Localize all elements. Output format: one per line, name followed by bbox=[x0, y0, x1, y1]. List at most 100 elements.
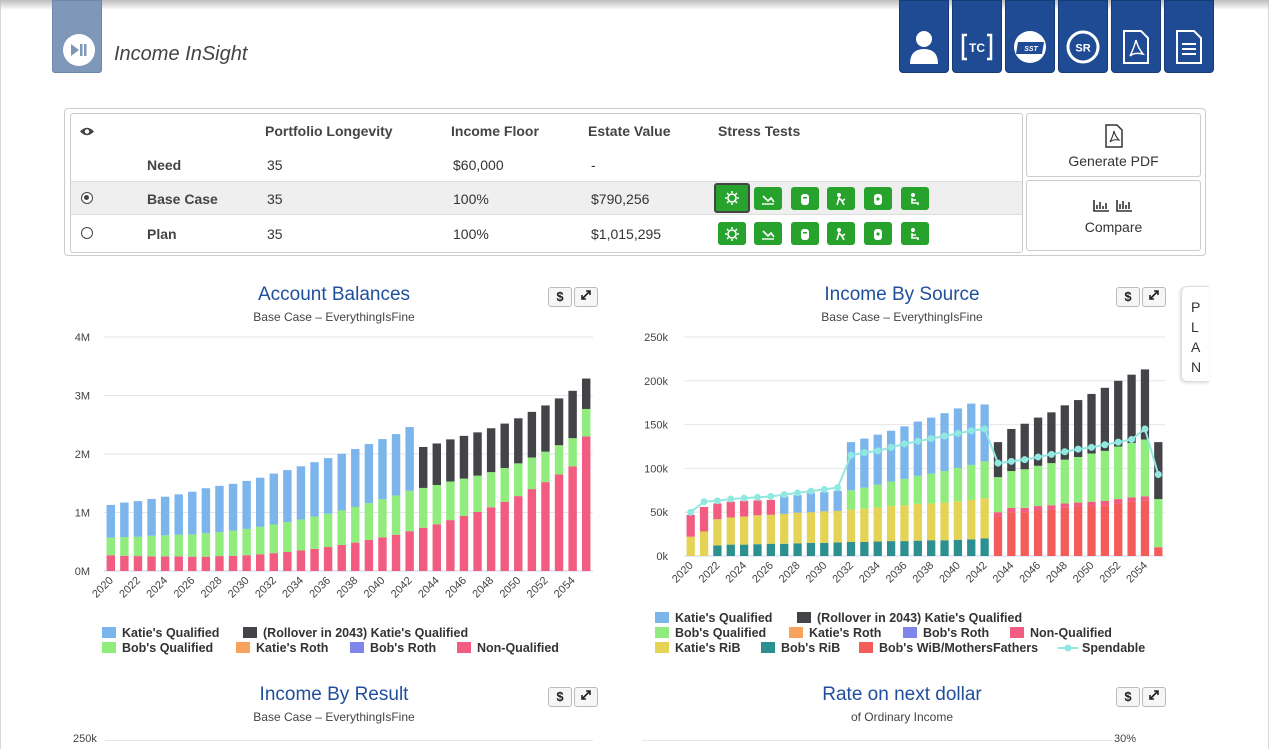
spendable-point[interactable] bbox=[874, 447, 882, 455]
bar-segment[interactable] bbox=[860, 508, 869, 542]
spendable-point[interactable] bbox=[887, 443, 895, 451]
spendable-point[interactable] bbox=[1047, 450, 1055, 458]
bar-segment[interactable] bbox=[1127, 374, 1136, 443]
bar-segment[interactable] bbox=[310, 516, 319, 549]
bar-segment[interactable] bbox=[527, 457, 537, 490]
bar-segment[interactable] bbox=[1140, 500, 1150, 556]
bar-segment[interactable] bbox=[255, 477, 265, 527]
generate-pdf-button[interactable]: Generate PDF bbox=[1026, 113, 1201, 177]
bar-segment[interactable] bbox=[833, 542, 842, 556]
bar-segment[interactable] bbox=[940, 471, 949, 503]
legend-item[interactable]: Non-Qualified bbox=[457, 641, 559, 655]
bar-segment[interactable] bbox=[967, 499, 976, 540]
bar-segment[interactable] bbox=[459, 516, 469, 571]
bar-segment[interactable] bbox=[927, 540, 936, 556]
bar-segment[interactable] bbox=[1114, 503, 1123, 556]
bar-segment[interactable] bbox=[833, 490, 842, 511]
bar-segment[interactable] bbox=[967, 539, 976, 556]
spendable-point[interactable] bbox=[927, 435, 935, 443]
bar-segment[interactable] bbox=[713, 503, 722, 520]
expand-button[interactable] bbox=[1142, 687, 1166, 707]
bar-segment[interactable] bbox=[215, 485, 224, 533]
bar-segment[interactable] bbox=[269, 473, 279, 525]
stress-test-early-death-spouse-1-button[interactable] bbox=[827, 222, 855, 245]
bar-segment[interactable] bbox=[980, 498, 989, 539]
stress-test-early-death-spouse-1-button[interactable] bbox=[827, 187, 855, 210]
bar-segment[interactable] bbox=[1047, 412, 1056, 464]
bar-segment[interactable] bbox=[473, 432, 482, 476]
bar-segment[interactable] bbox=[780, 543, 789, 556]
bar-segment[interactable] bbox=[527, 411, 537, 458]
bar-segment[interactable] bbox=[432, 524, 442, 571]
stress-test-long-term-care-button[interactable] bbox=[864, 222, 892, 245]
bar-segment[interactable] bbox=[753, 500, 762, 516]
bar-segment[interactable] bbox=[568, 466, 577, 571]
bar-segment[interactable] bbox=[351, 542, 360, 571]
bar-segment[interactable] bbox=[174, 534, 183, 557]
dollar-toggle-button[interactable]: $ bbox=[548, 687, 572, 707]
bar-segment[interactable] bbox=[967, 403, 976, 465]
bar-segment[interactable] bbox=[940, 413, 949, 472]
bar-segment[interactable] bbox=[459, 478, 469, 517]
bar-segment[interactable] bbox=[514, 463, 523, 497]
spendable-point[interactable] bbox=[954, 429, 962, 437]
spendable-point[interactable] bbox=[1141, 425, 1149, 433]
bar-segment[interactable] bbox=[1047, 463, 1056, 506]
bar-segment[interactable] bbox=[780, 496, 789, 514]
bar-segment[interactable] bbox=[1154, 442, 1163, 500]
spendable-point[interactable] bbox=[914, 437, 922, 445]
spendable-point[interactable] bbox=[1034, 453, 1042, 461]
bar-segment[interactable] bbox=[967, 464, 976, 500]
dollar-toggle-button[interactable]: $ bbox=[548, 287, 572, 307]
bar-segment[interactable] bbox=[418, 487, 428, 528]
bar-segment[interactable] bbox=[568, 390, 577, 439]
spendable-point[interactable] bbox=[687, 508, 695, 516]
bar-segment[interactable] bbox=[993, 442, 1003, 478]
bar-segment[interactable] bbox=[953, 539, 963, 556]
bar-segment[interactable] bbox=[1140, 496, 1150, 501]
dollar-toggle-button[interactable]: $ bbox=[1116, 687, 1140, 707]
spendable-point[interactable] bbox=[847, 451, 855, 459]
table-row-plan[interactable]: Plan 35 100% $1,015,295 bbox=[71, 217, 1022, 251]
spendable-point[interactable] bbox=[700, 498, 708, 506]
bar-segment[interactable] bbox=[1074, 506, 1083, 556]
bar-segment[interactable] bbox=[1154, 499, 1163, 548]
bar-segment[interactable] bbox=[753, 544, 762, 556]
bar-segment[interactable] bbox=[927, 473, 936, 504]
bar-segment[interactable] bbox=[432, 485, 442, 525]
bar-segment[interactable] bbox=[713, 545, 722, 556]
bar-segment[interactable] bbox=[310, 548, 319, 571]
spendable-point[interactable] bbox=[1101, 441, 1109, 449]
bar-segment[interactable] bbox=[242, 555, 251, 571]
bar-segment[interactable] bbox=[860, 487, 869, 509]
bar-segment[interactable] bbox=[1100, 500, 1110, 506]
spendable-point[interactable] bbox=[727, 495, 735, 503]
ssa-button[interactable]: SST bbox=[1005, 0, 1055, 73]
bar-segment[interactable] bbox=[1074, 502, 1083, 507]
bar-segment[interactable] bbox=[913, 540, 922, 556]
legend-item[interactable]: Katie's Roth bbox=[789, 626, 881, 640]
bar-segment[interactable] bbox=[1060, 405, 1069, 460]
bar-segment[interactable] bbox=[568, 438, 577, 467]
radio-base-case[interactable] bbox=[81, 192, 93, 204]
stress-test-long-life-button[interactable] bbox=[791, 222, 819, 245]
bar-segment[interactable] bbox=[269, 524, 279, 554]
bar-segment[interactable] bbox=[446, 520, 455, 571]
dollar-toggle-button[interactable]: $ bbox=[1116, 287, 1140, 307]
bar-segment[interactable] bbox=[1114, 446, 1123, 500]
bar-segment[interactable] bbox=[1020, 512, 1029, 556]
bar-segment[interactable] bbox=[806, 492, 816, 513]
bar-segment[interactable] bbox=[1100, 450, 1110, 501]
radio-plan[interactable] bbox=[81, 227, 93, 239]
bar-segment[interactable] bbox=[500, 423, 509, 469]
bar-segment[interactable] bbox=[541, 482, 550, 571]
bar-segment[interactable] bbox=[1007, 471, 1016, 508]
eye-icon[interactable] bbox=[79, 126, 95, 137]
expand-button[interactable] bbox=[574, 687, 598, 707]
bar-segment[interactable] bbox=[873, 541, 882, 556]
bar-segment[interactable] bbox=[1140, 439, 1150, 497]
bar-segment[interactable] bbox=[900, 505, 909, 542]
bar-segment[interactable] bbox=[147, 535, 156, 557]
bar-segment[interactable] bbox=[188, 534, 197, 557]
bar-segment[interactable] bbox=[201, 556, 211, 571]
